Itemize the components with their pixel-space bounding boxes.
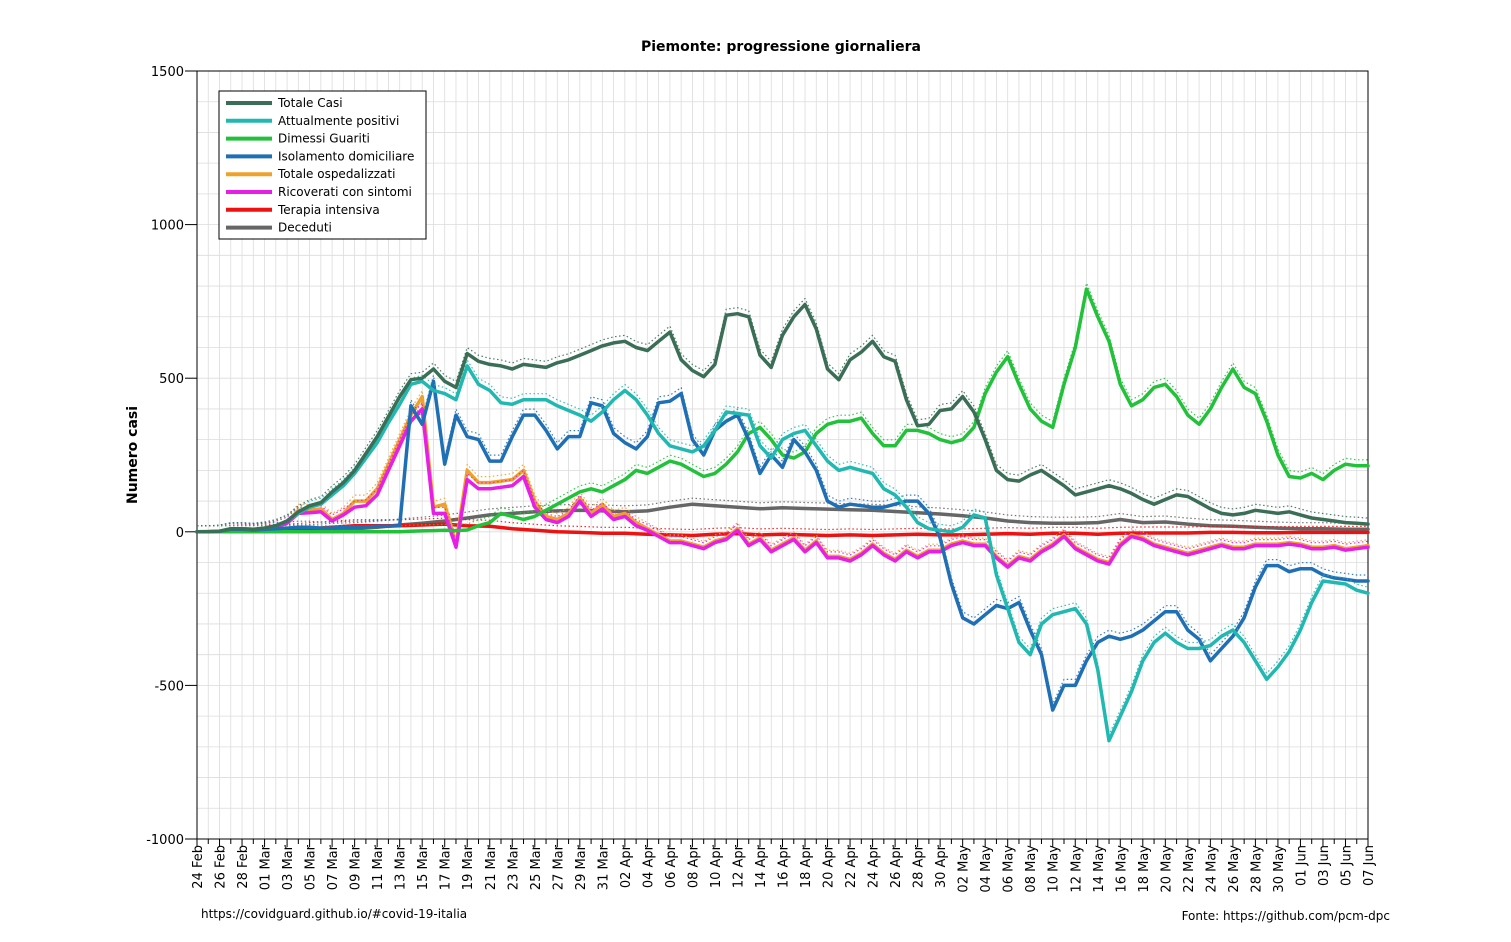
series-line-0 <box>195 302 1370 534</box>
x-tick-label: 10 Apr <box>709 844 724 888</box>
x-tick-label: 22 Apr <box>844 844 859 888</box>
series-line-1 <box>195 364 1370 743</box>
x-tick-label: 12 May <box>1069 845 1084 893</box>
series-layer <box>195 282 1370 743</box>
legend-box <box>218 90 427 240</box>
x-tick-label: 09 Mar <box>349 844 364 890</box>
series-line-5 <box>195 407 1370 569</box>
x-tick-label: 20 May <box>1159 845 1174 893</box>
series-line-2 <box>195 287 1370 534</box>
x-axis: 24 Feb 26 Feb 28 Feb 01 Mar 03 Mar 05 Mar 07 M… <box>191 839 1377 893</box>
y-tick-label: -500 <box>154 679 184 694</box>
x-tick-label: 28 May <box>1249 845 1264 893</box>
legend-label: Ricoverati con sintomi <box>278 185 412 199</box>
x-tick-label: 06 Apr <box>664 844 679 888</box>
y-tick-label: 1000 <box>151 219 184 234</box>
x-tick-label: 05 Jun <box>1339 845 1354 886</box>
x-tick-label: 15 Mar <box>416 844 431 890</box>
y-tick-label: 0 <box>176 526 184 541</box>
legend-label: Isolamento domiciliare <box>278 149 414 163</box>
x-tick-label: 18 May <box>1137 845 1152 893</box>
x-tick-label: 01 Jun <box>1294 845 1309 886</box>
x-tick-label: 30 Apr <box>934 844 949 888</box>
x-tick-label: 20 Apr <box>822 844 837 888</box>
x-tick-label: 03 Mar <box>281 844 296 890</box>
x-tick-label: 12 Apr <box>731 844 746 888</box>
x-tick-label: 29 Mar <box>574 844 589 890</box>
x-tick-label: 18 Apr <box>799 844 814 888</box>
legend-label: Dimessi Guariti <box>278 132 370 146</box>
x-tick-label: 10 May <box>1047 845 1062 893</box>
x-tick-label: 08 May <box>1024 845 1039 893</box>
x-tick-label: 16 Apr <box>777 844 792 888</box>
x-tick-label: 04 May <box>979 845 994 893</box>
x-tick-label: 24 Feb <box>191 845 206 889</box>
x-tick-label: 21 Mar <box>484 844 499 890</box>
x-tick-label: 28 Apr <box>912 844 927 888</box>
chart-title: Piemonte: progressione giornaliera <box>641 39 921 55</box>
x-tick-label: 07 Jun <box>1362 845 1377 886</box>
x-tick-label: 24 May <box>1204 845 1219 893</box>
x-tick-label: 16 May <box>1114 845 1129 893</box>
x-tick-label: 02 Apr <box>619 844 634 888</box>
x-tick-label: 02 May <box>957 845 972 893</box>
x-tick-label: 01 Mar <box>259 844 274 890</box>
x-tick-label: 03 Jun <box>1317 845 1332 886</box>
x-tick-label: 31 Mar <box>596 844 611 890</box>
x-tick-label: 05 Mar <box>304 844 319 890</box>
x-tick-label: 06 May <box>1002 845 1017 893</box>
x-tick-label: 04 Apr <box>641 844 656 888</box>
y-tick-label: 1500 <box>151 65 184 80</box>
x-tick-label: 27 Mar <box>551 844 566 890</box>
series-raw-5 <box>197 402 1369 562</box>
y-axis: -1000 -500 0 500 1000 1500 <box>146 65 197 848</box>
y-tick-label: 500 <box>159 372 184 387</box>
legend-label: Terapia intensiva <box>277 203 380 217</box>
x-tick-label: 13 Mar <box>394 844 409 890</box>
y-axis-label: Numero casi <box>125 406 141 504</box>
legend: Totale Casi Attualmente positivi Dimessi G… <box>218 90 427 240</box>
x-tick-label: 26 Feb <box>214 845 229 889</box>
x-tick-label: 23 Mar <box>506 844 521 890</box>
x-tick-label: 22 May <box>1182 845 1197 893</box>
series-raw-0 <box>197 297 1369 527</box>
x-tick-label: 26 Apr <box>889 844 904 888</box>
series-raw-2 <box>197 282 1368 527</box>
x-tick-label: 14 Apr <box>754 844 769 888</box>
x-tick-label: 19 Mar <box>461 844 476 890</box>
x-tick-label: 25 Mar <box>529 844 544 890</box>
x-tick-label: 11 Mar <box>371 844 386 890</box>
footer-source-left: https://covidguard.github.io/#covid-19-i… <box>201 907 467 921</box>
x-tick-label: 28 Feb <box>236 845 251 889</box>
series-raw-7 <box>196 497 1368 527</box>
legend-label: Totale Casi <box>277 96 343 110</box>
x-tick-label: 07 Mar <box>326 844 341 890</box>
x-tick-label: 30 May <box>1272 845 1287 893</box>
x-tick-label: 17 Mar <box>439 844 454 890</box>
legend-label: Attualmente positivi <box>278 114 399 128</box>
x-tick-label: 08 Apr <box>686 844 701 888</box>
x-tick-label: 14 May <box>1092 845 1107 893</box>
series-raw-4 <box>197 390 1369 561</box>
legend-label: Totale ospedalizzati <box>277 167 395 181</box>
series-line-3 <box>195 379 1370 712</box>
legend-label: Deceduti <box>278 221 332 235</box>
footer-source-right: Fonte: https://github.com/pcm-dpc <box>1182 909 1390 923</box>
x-tick-label: 26 May <box>1227 845 1242 893</box>
series-raw-6 <box>196 517 1368 531</box>
x-tick-label: 24 Apr <box>867 844 882 888</box>
y-tick-label: -1000 <box>146 833 184 848</box>
